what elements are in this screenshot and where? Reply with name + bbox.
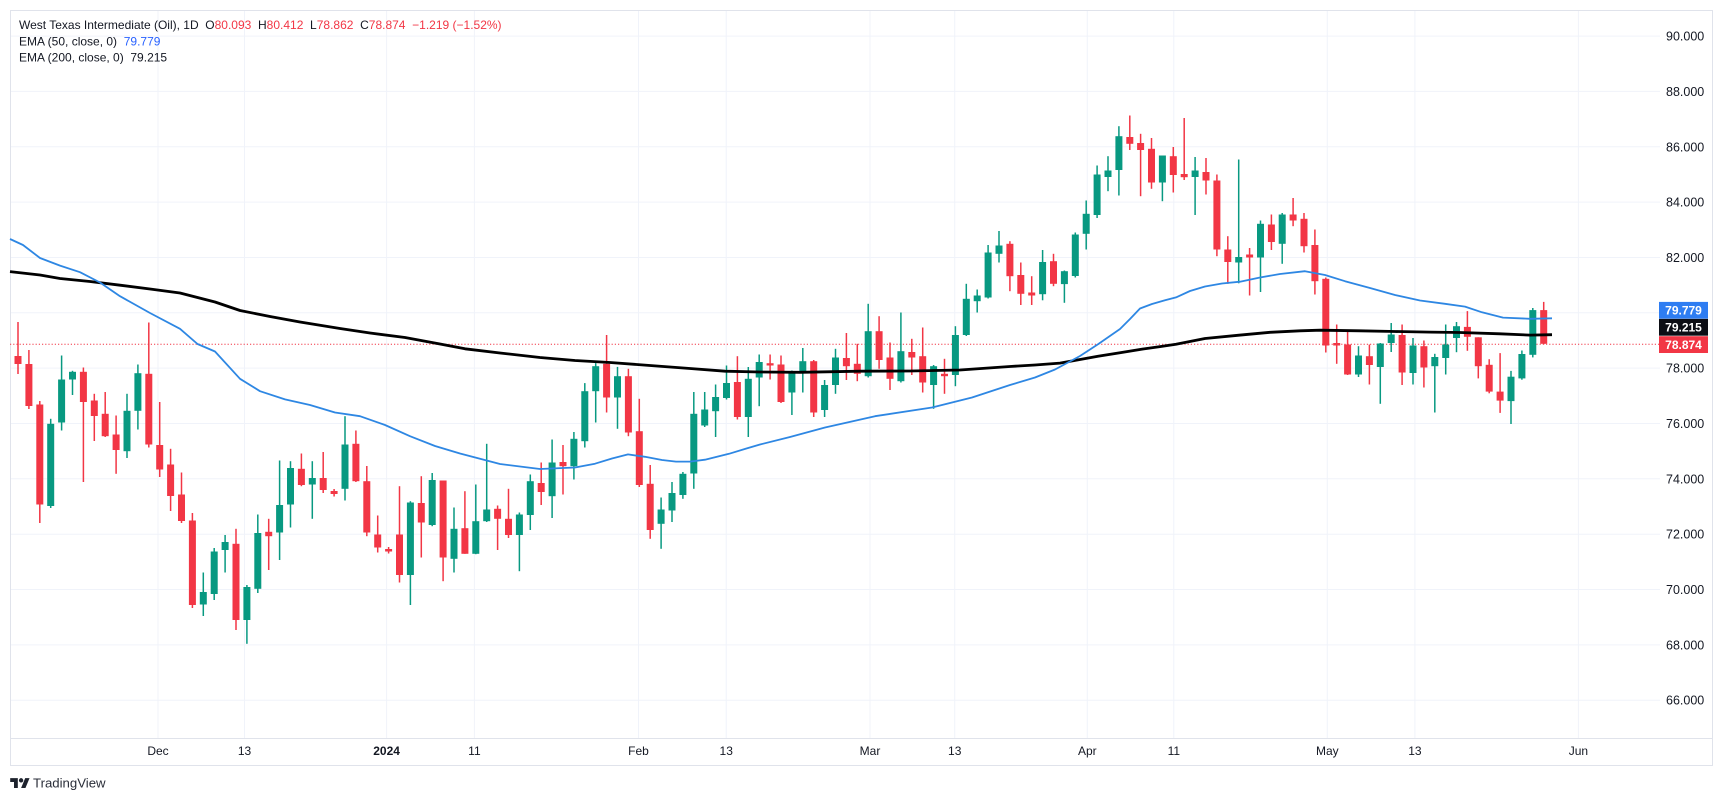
svg-text:Feb: Feb [628, 744, 649, 758]
svg-text:13: 13 [948, 744, 962, 758]
svg-text:Jun: Jun [1569, 744, 1588, 758]
svg-text:82.000: 82.000 [1666, 251, 1704, 265]
svg-text:2024: 2024 [373, 744, 400, 758]
svg-text:13: 13 [1408, 744, 1422, 758]
svg-text:76.000: 76.000 [1666, 417, 1704, 431]
svg-text:11: 11 [1168, 744, 1181, 758]
svg-text:78.874: 78.874 [1665, 338, 1702, 352]
svg-text:90.000: 90.000 [1666, 30, 1704, 44]
svg-text:74.000: 74.000 [1666, 472, 1704, 486]
svg-text:11: 11 [468, 744, 481, 758]
svg-text:13: 13 [720, 744, 734, 758]
svg-text:66.000: 66.000 [1666, 694, 1704, 708]
svg-text:May: May [1316, 744, 1339, 758]
svg-text:TradingView: TradingView [33, 776, 106, 791]
svg-text:79.215: 79.215 [1665, 321, 1702, 335]
svg-text:78.000: 78.000 [1666, 362, 1704, 376]
svg-text:Dec: Dec [147, 744, 168, 758]
svg-text:EMA (50, close, 0) 79.779: EMA (50, close, 0) 79.779 [19, 35, 161, 49]
svg-text:68.000: 68.000 [1666, 638, 1704, 652]
svg-text:72.000: 72.000 [1666, 528, 1704, 542]
svg-text:Mar: Mar [860, 744, 881, 758]
svg-text:13: 13 [238, 744, 252, 758]
svg-text:84.000: 84.000 [1666, 196, 1704, 210]
svg-text:West Texas Intermediate (Oil),: West Texas Intermediate (Oil), 1D O80.09… [19, 18, 502, 32]
svg-text:86.000: 86.000 [1666, 140, 1704, 154]
svg-text:88.000: 88.000 [1666, 85, 1704, 99]
svg-text:EMA (200, close, 0) 79.215: EMA (200, close, 0) 79.215 [19, 51, 167, 65]
svg-text:70.000: 70.000 [1666, 583, 1704, 597]
svg-text:79.779: 79.779 [1665, 304, 1702, 318]
svg-text:Apr: Apr [1078, 744, 1097, 758]
